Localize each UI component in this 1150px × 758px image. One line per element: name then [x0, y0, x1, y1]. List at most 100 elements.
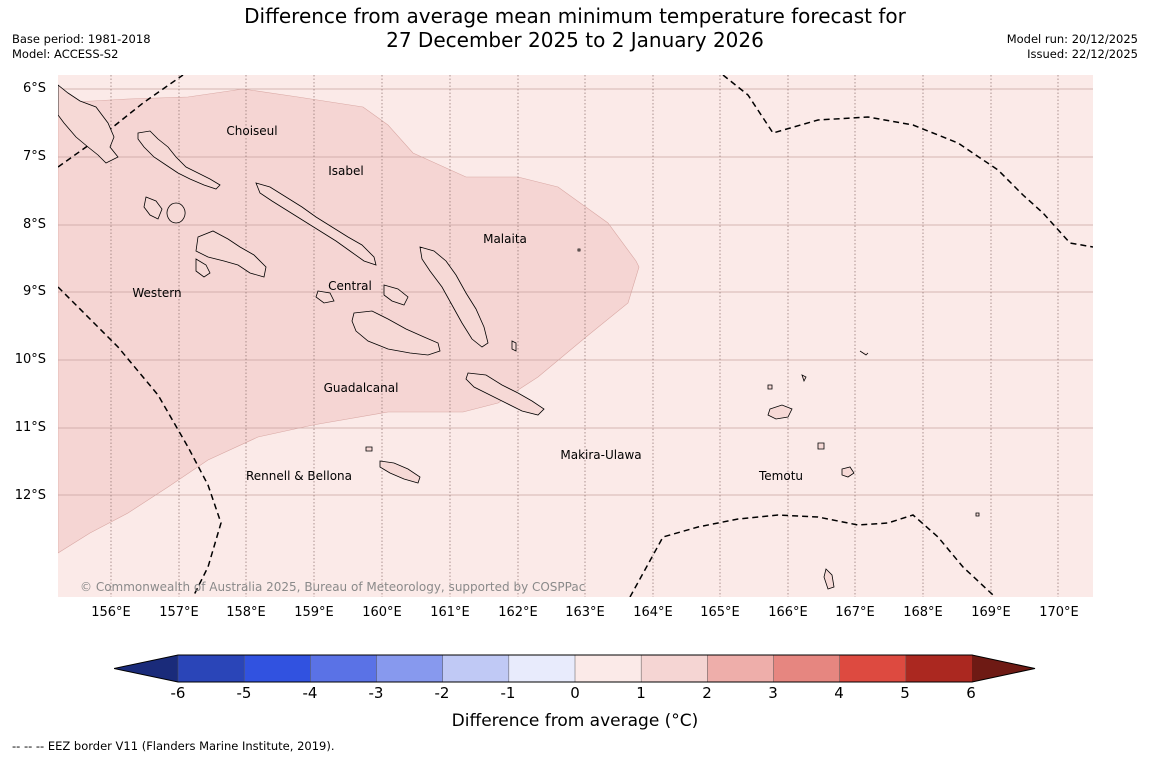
island-isabel [255, 182, 377, 266]
region-label-guadalcanal: Guadalcanal [323, 381, 399, 395]
island-malaita [419, 246, 489, 348]
colorbar-segment [905, 654, 973, 683]
colorbar-segment [376, 654, 444, 683]
colorbar-segment [310, 654, 378, 683]
issued-date: Issued: 22/12/2025 [1027, 47, 1138, 61]
colorbar-outline [114, 654, 1036, 683]
eez-borders [58, 75, 1093, 597]
island-vanikoro [841, 466, 855, 478]
island-florida [383, 284, 409, 306]
island-tikopia [975, 512, 980, 517]
lat-label-9s: 9°S [22, 284, 46, 299]
lon-label-156e: 156°E [91, 605, 131, 620]
island-bellona [365, 446, 373, 452]
colorbar-tick-label: -3 [368, 684, 384, 702]
island-guadalcanal [351, 310, 441, 356]
longitude-gridlines [110, 75, 1059, 597]
colorbar-segment [640, 654, 709, 683]
base-period: Base period: 1981-2018 [12, 32, 151, 46]
lat-label-6s: 6°S [22, 81, 46, 96]
region-label-isabel: Isabel [328, 164, 364, 178]
lon-label-167e: 167°E [835, 605, 875, 620]
region-label-makira-ulawa: Makira-Ulawa [560, 448, 642, 462]
title-line-2: 27 December 2025 to 2 January 2026 [386, 28, 764, 52]
meta-right: Model run: 20/12/2025 Issued: 22/12/2025 [1007, 32, 1138, 62]
colorbar-label: Difference from average (°C) [451, 711, 699, 731]
lon-label-162e: 162°E [498, 605, 538, 620]
lon-label-158e: 158°E [226, 605, 266, 620]
island-nendo-small [767, 384, 773, 390]
colorbar-extend-high [972, 655, 1035, 682]
eez-footnote: -- -- -- EEZ border V11 (Flanders Marine… [12, 739, 335, 753]
colorbar-tick-label: -5 [236, 684, 252, 702]
copyright-notice: © Commonwealth of Australia 2025, Bureau… [80, 580, 586, 594]
colorbar-tick-label: -4 [302, 684, 318, 702]
colorbar-extend-low [114, 655, 178, 682]
colorbar-segment [243, 654, 312, 683]
island-kolombangara [166, 202, 186, 224]
colorbar-segment [177, 654, 245, 683]
colorbar-tick-label: 3 [768, 684, 778, 702]
lon-label-166e: 166°E [768, 605, 808, 620]
island-russell [315, 290, 335, 304]
region-label-central: Central [328, 279, 372, 293]
island-santa-cruz [767, 404, 793, 420]
lat-label-10s: 10°S [14, 352, 46, 367]
anomaly-zone-1-2 [58, 88, 640, 554]
island-anuta [823, 568, 835, 590]
island-rennell [379, 460, 421, 484]
lat-label-7s: 7°S [22, 149, 46, 164]
colorbar-tick-label: 5 [900, 684, 910, 702]
colorbar-segment [707, 654, 775, 683]
lat-label-11s: 11°S [14, 420, 46, 435]
colorbar-tick-label: 6 [966, 684, 976, 702]
lon-label-160e: 160°E [362, 605, 402, 620]
latitude-gridlines [58, 88, 1093, 496]
lat-label-12s: 12°S [14, 488, 46, 503]
meta-left: Base period: 1981-2018 Model: ACCESS-S2 [12, 32, 151, 62]
island-new-georgia [195, 230, 267, 278]
region-label-temotu: Temotu [758, 469, 804, 483]
colorbar-tick-label: 4 [834, 684, 844, 702]
island-bougainville [58, 84, 119, 164]
lat-label-8s: 8°S [22, 217, 46, 232]
region-label-rennell-bellona: Rennell & Bellona [245, 469, 353, 483]
lon-label-159e: 159°E [294, 605, 334, 620]
colorbar-tick-label: -2 [434, 684, 450, 702]
lon-label-168e: 168°E [903, 605, 943, 620]
island-reef [801, 374, 807, 383]
colorbar-tick-label: 1 [636, 684, 646, 702]
island-makira [465, 372, 545, 416]
lon-label-169e: 169°E [971, 605, 1011, 620]
colorbar-segment [839, 654, 907, 683]
colorbar-tick-label: 0 [570, 684, 580, 702]
island-utupua [817, 442, 825, 450]
map-area[interactable]: © Commonwealth of Australia 2025, Bureau… [58, 75, 1093, 597]
colorbar-segment [442, 654, 510, 683]
lon-label-170e: 170°E [1039, 605, 1079, 620]
map-svg [58, 75, 1093, 597]
lon-label-165e: 165°E [700, 605, 740, 620]
chart-title: Difference from average mean minimum tem… [0, 4, 1150, 52]
island-vella-lavella [143, 196, 163, 220]
lon-label-157e: 157°E [159, 605, 199, 620]
island-rendova [195, 258, 211, 278]
title-line-1: Difference from average mean minimum tem… [244, 4, 906, 28]
region-label-choiseul: Choiseul [226, 124, 278, 138]
region-label-western: Western [132, 286, 182, 300]
colorbar-segments [114, 654, 1035, 683]
model-name: Model: ACCESS-S2 [12, 47, 119, 61]
islands [58, 84, 980, 590]
island-choiseul [137, 130, 221, 190]
colorbar [114, 654, 1036, 683]
lon-label-164e: 164°E [633, 605, 673, 620]
colorbar-segment [508, 654, 576, 683]
model-run: Model run: 20/12/2025 [1006, 32, 1138, 46]
island-duff [859, 350, 869, 356]
colorbar-tick-label: -6 [170, 684, 186, 702]
colorbar-tick-label: 2 [702, 684, 712, 702]
colorbar-segment [773, 654, 841, 683]
colorbar-tick-label: -1 [500, 684, 516, 702]
lon-label-163e: 163°E [565, 605, 605, 620]
colorbar-segment [574, 654, 642, 683]
